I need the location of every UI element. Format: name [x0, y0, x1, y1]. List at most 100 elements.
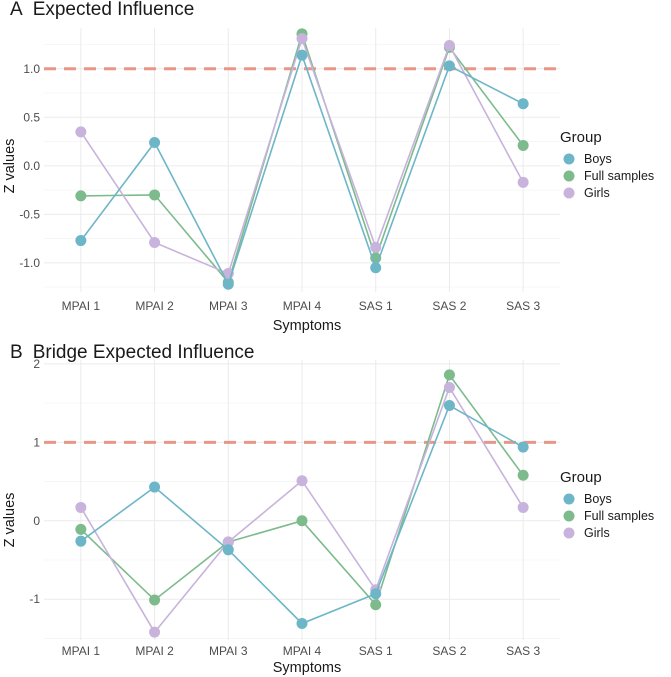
panel-a-y-tick-label: 0.5: [23, 110, 40, 124]
legend-marker-boys: [563, 153, 575, 165]
panel-a-y-ticks: -1.0 -0.5 0.0 0.5 1.0: [19, 62, 40, 270]
panel-b-y-tick-label: 2: [33, 357, 40, 371]
panel-b-point-full-samples: [296, 515, 308, 527]
panel-a-title-text: Expected Influence: [33, 0, 195, 20]
panel-b-x-tick-label: MPAI 4: [283, 644, 322, 658]
panel-a-point-boys: [296, 49, 308, 61]
legend-marker-boys: [563, 493, 575, 505]
panel-b-point-boys: [296, 618, 308, 630]
panel-b-x-tick-label: MPAI 2: [135, 644, 174, 658]
legend-label-boys: Boys: [584, 152, 612, 166]
panel-a-point-boys: [222, 278, 234, 290]
panel-b-point-full-samples: [517, 469, 529, 481]
panel-b-y-ticks: -1 0 1 2: [29, 357, 40, 606]
panel-b-x-tick-label: MPAI 3: [209, 644, 248, 658]
panel-b-point-full-samples: [443, 369, 455, 381]
panel-a-x-ticks: MPAI 1 MPAI 2 MPAI 3 MPAI 4 SAS 1 SAS 2 SAS 3: [62, 299, 541, 313]
panel-a-point-boys: [443, 60, 455, 72]
panel-b-point-full-samples: [370, 599, 382, 611]
panel-a-x-tick-label: MPAI 4: [283, 299, 322, 313]
panel-b-y-tick-label: -1: [29, 592, 40, 606]
panel-b-x-tick-label: SAS 3: [506, 644, 540, 658]
panel-b-x-tick-label: SAS 1: [359, 644, 393, 658]
legend-label-full-samples: Full samples: [584, 509, 654, 523]
panel-a-legend-title: Group: [560, 129, 602, 146]
panel-b-grid: [44, 360, 560, 640]
panel-b-series: [75, 369, 529, 638]
panel-a-series-girls: [75, 33, 529, 280]
panel-a-label: A: [10, 0, 23, 20]
panel-b-title: B Bridge Expected Influence: [10, 342, 255, 363]
panel-a-point-boys: [517, 98, 529, 110]
panel-bridge-expected-influence: B Bridge Expected Influence -1 0 1 2 MPAI 1 M…: [2, 342, 654, 676]
panel-b-point-full-samples: [149, 594, 161, 606]
legend-label-boys: Boys: [584, 492, 612, 506]
panel-b-point-boys: [222, 544, 234, 556]
panel-b-point-girls: [149, 626, 161, 638]
panel-a-x-axis-title: Symptoms: [273, 318, 342, 334]
panel-b-point-full-samples: [75, 523, 87, 535]
panel-a-legend: Group Boys Full samples Girls: [560, 129, 654, 200]
panel-a-x-tick-label: MPAI 3: [209, 299, 248, 313]
legend-marker-girls: [563, 527, 575, 539]
panel-a-series: [75, 28, 529, 290]
panel-a-y-tick-label: 1.0: [23, 62, 40, 76]
panel-b-series-boys: [75, 399, 529, 630]
panel-a-y-tick-label: -0.5: [19, 207, 40, 221]
legend-label-girls: Girls: [584, 526, 610, 540]
panel-a-point-girls: [149, 237, 161, 248]
panel-a-x-tick-label: MPAI 2: [135, 299, 174, 313]
panel-a-x-tick-label: SAS 1: [359, 299, 393, 313]
panel-b-title-text: Bridge Expected Influence: [33, 342, 255, 363]
panel-b-x-ticks: MPAI 1 MPAI 2 MPAI 3 MPAI 4 SAS 1 SAS 2 SAS 3: [62, 644, 541, 658]
panel-a-point-girls: [296, 33, 308, 45]
panel-expected-influence: A Expected Influence -1.0 -0.5 0.0 0.5 1.0 MP…: [2, 0, 654, 334]
panel-b-point-girls: [517, 501, 529, 513]
legend-item-full-samples: Full samples: [563, 509, 654, 523]
legend-marker-full-samples: [563, 170, 575, 182]
panel-b-point-boys: [149, 481, 161, 493]
panel-b-label: B: [10, 342, 23, 363]
panel-b-y-axis-title: Z values: [2, 493, 18, 548]
panel-a-y-tick-label: 0.0: [23, 159, 40, 173]
panel-a-x-tick-label: MPAI 1: [62, 299, 101, 313]
panel-b-x-axis-title: Symptoms: [273, 660, 342, 676]
panel-b-point-boys: [443, 399, 455, 411]
panel-a-point-girls: [443, 39, 455, 51]
panel-b-y-tick-label: 0: [33, 514, 40, 528]
panel-a-x-tick-label: SAS 3: [506, 299, 540, 313]
panel-a-y-axis-title: Z values: [2, 139, 18, 194]
panel-a-point-full-samples: [75, 190, 87, 202]
panel-b-x-tick-label: MPAI 1: [62, 644, 101, 658]
panel-b-point-boys: [75, 535, 87, 547]
panel-b-y-tick-label: 1: [33, 435, 40, 449]
panel-b-point-girls: [222, 536, 234, 548]
panel-a-point-girls: [517, 176, 529, 188]
panel-a-point-boys: [149, 137, 161, 149]
legend-item-boys: Boys: [563, 152, 612, 166]
legend-item-full-samples: Full samples: [563, 169, 654, 183]
legend-marker-girls: [563, 187, 575, 199]
panel-a-series-boys: [75, 49, 529, 290]
panel-b-point-girls: [75, 501, 87, 513]
legend-label-girls: Girls: [584, 186, 610, 200]
legend-marker-full-samples: [563, 510, 575, 522]
panel-a-point-girls: [75, 126, 87, 138]
panel-a-x-tick-label: SAS 2: [432, 299, 466, 313]
panel-a-point-full-samples: [149, 189, 161, 201]
legend-item-girls: Girls: [563, 186, 610, 200]
panel-a-grid: [44, 28, 560, 292]
panel-a-point-boys: [75, 235, 87, 247]
panel-b-point-boys: [517, 441, 529, 453]
legend-item-boys: Boys: [563, 492, 612, 506]
panel-b-point-boys: [370, 588, 382, 600]
panel-b-legend: Group Boys Full samples Girls: [560, 469, 654, 540]
panel-a-point-girls: [370, 241, 382, 253]
legend-item-girls: Girls: [563, 526, 610, 540]
legend-label-full-samples: Full samples: [584, 169, 654, 183]
panel-a-title: A Expected Influence: [10, 0, 194, 20]
panel-b-point-girls: [443, 381, 455, 393]
panel-a-point-full-samples: [517, 139, 529, 151]
panel-a-y-tick-label: -1.0: [19, 256, 40, 270]
panel-b-point-girls: [296, 475, 308, 487]
